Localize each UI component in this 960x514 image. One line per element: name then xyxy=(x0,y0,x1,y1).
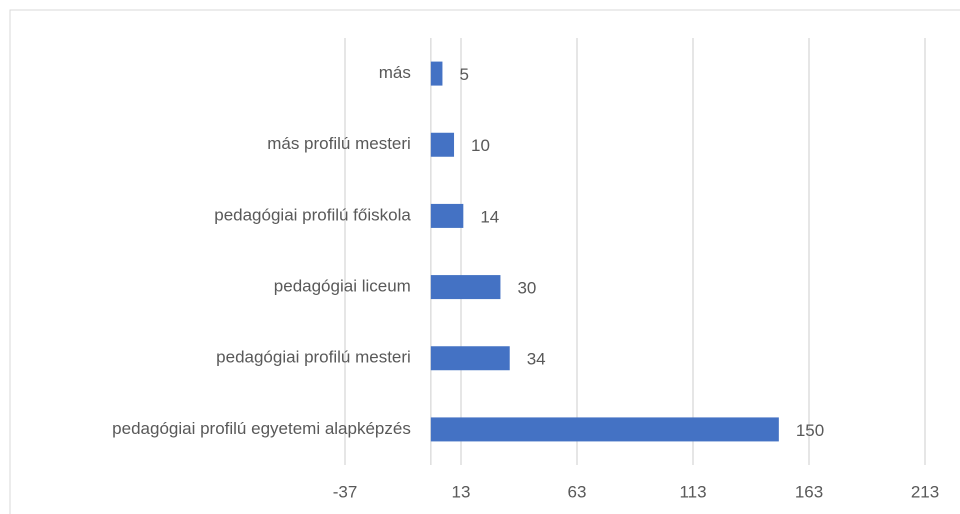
bar xyxy=(430,275,501,300)
x-tick-label: 163 xyxy=(795,482,823,501)
x-tick-label: 113 xyxy=(679,482,706,501)
y-tick-label: más xyxy=(379,63,411,82)
bar xyxy=(430,417,779,442)
x-tick-label: 63 xyxy=(568,482,587,501)
data-label: 10 xyxy=(471,136,490,155)
x-tick-label: 13 xyxy=(452,482,471,501)
data-label: 30 xyxy=(517,279,536,298)
x-tick-label: 213 xyxy=(911,482,939,501)
x-tick-label: -37 xyxy=(333,482,358,501)
y-tick-label: pedagógiai profilú egyetemi alapképzés xyxy=(112,419,411,438)
data-label: 150 xyxy=(796,421,824,440)
bar xyxy=(430,132,455,157)
bar xyxy=(430,61,443,86)
data-label: 14 xyxy=(480,207,499,226)
data-label: 34 xyxy=(527,350,546,369)
y-tick-label: pedagógiai profilú mesteri xyxy=(216,348,411,367)
data-label: 5 xyxy=(459,65,468,84)
y-tick-label: pedagógiai profilú főiskola xyxy=(214,205,411,224)
bar xyxy=(430,203,464,228)
y-tick-label: pedagógiai liceum xyxy=(274,277,411,296)
bar xyxy=(430,346,510,371)
y-tick-label: más profilú mesteri xyxy=(267,134,411,153)
